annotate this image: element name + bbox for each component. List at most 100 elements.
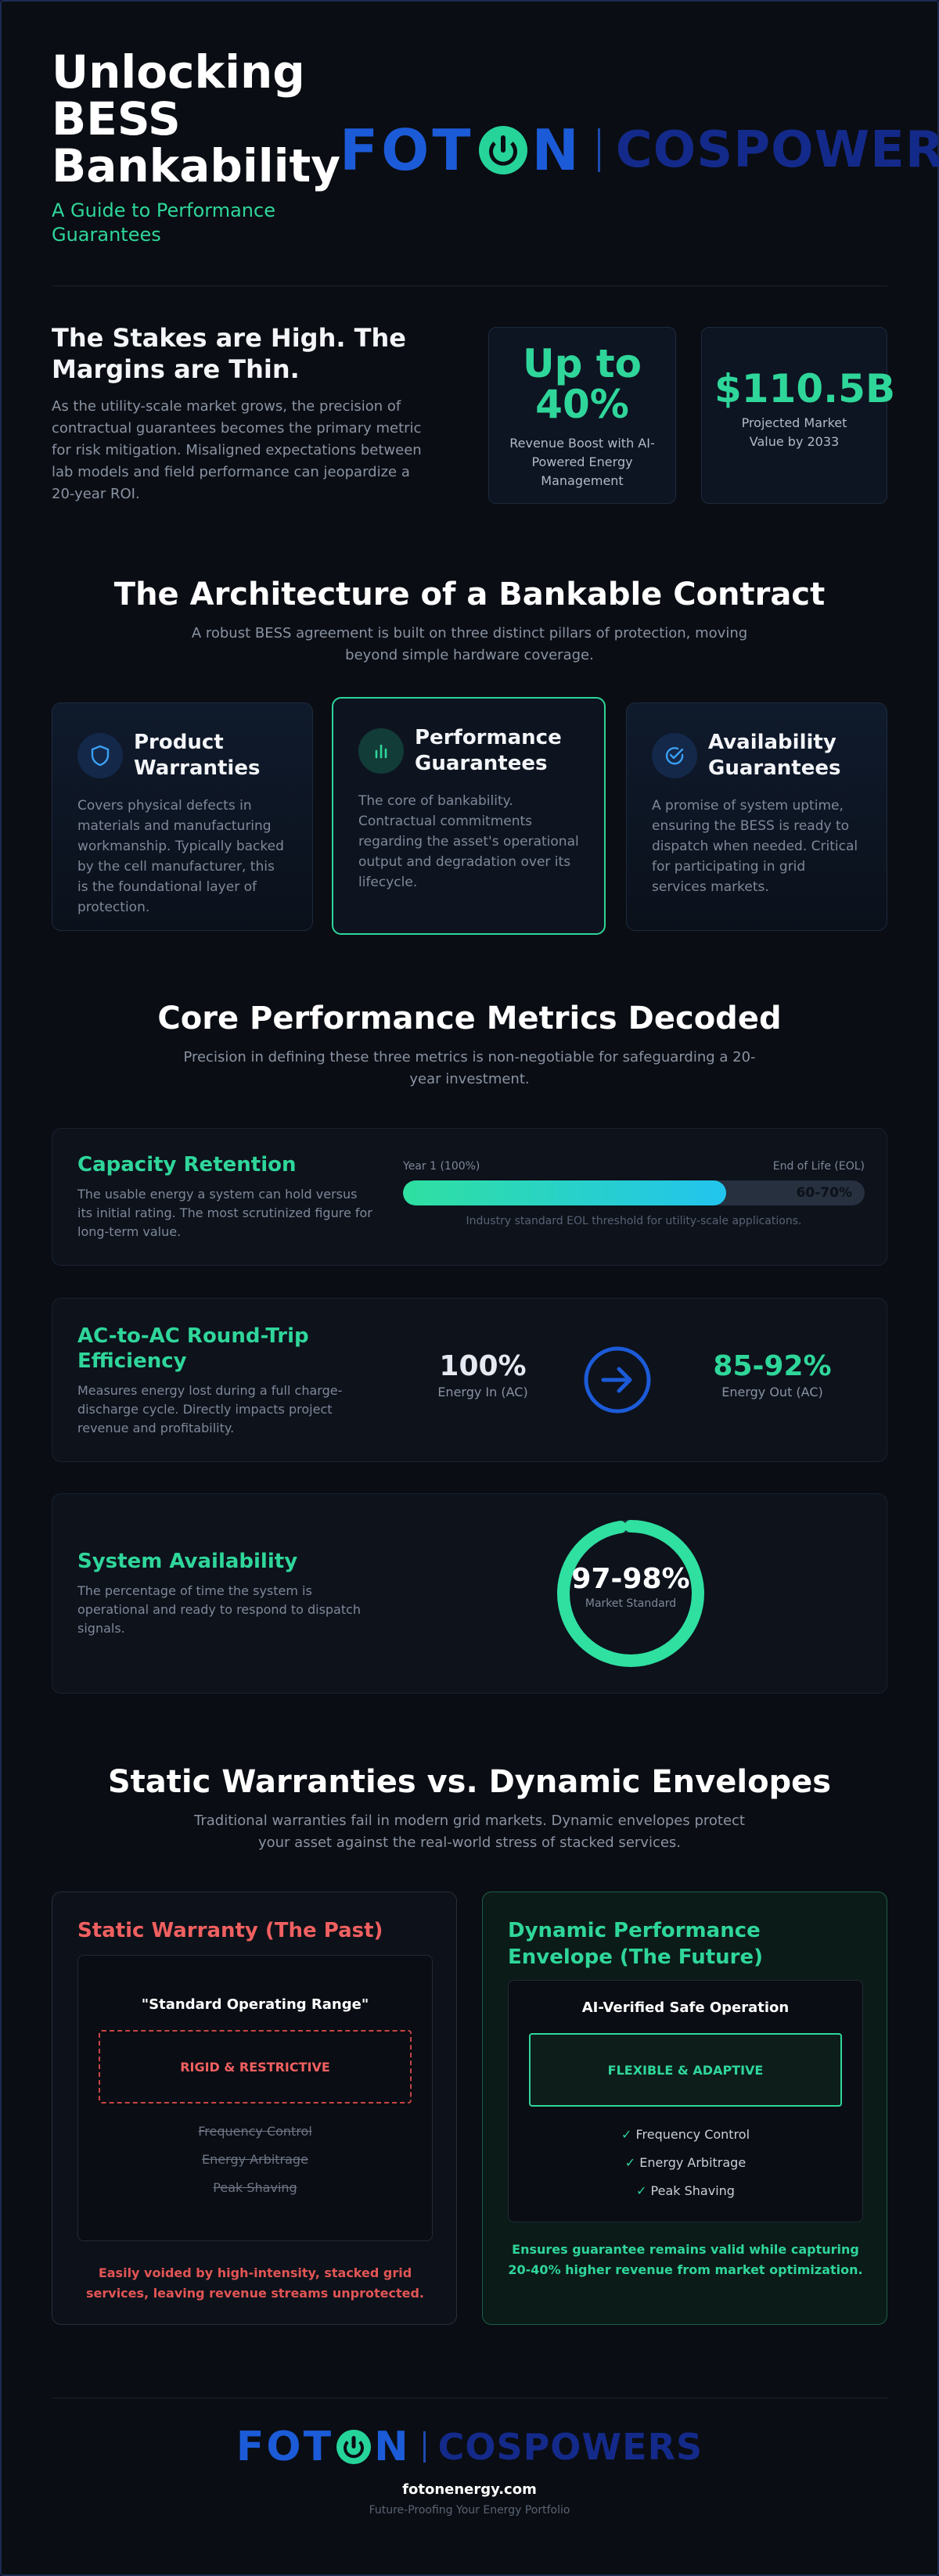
compare-header: Static Warranties vs. Dynamic Envelopes … <box>52 1763 887 1854</box>
list-item: Energy Arbitrage <box>202 2152 308 2167</box>
section-title: Static Warranties vs. Dynamic Envelopes <box>107 1764 832 1800</box>
list-item: Frequency Control <box>198 2124 312 2139</box>
shield-icon <box>77 733 123 778</box>
metric-system-availability: System Availability The percentage of ti… <box>52 1493 887 1694</box>
rigid-tag: RIGID & RESTRICTIVE <box>99 2030 412 2104</box>
section-subtitle: Traditional warranties fail in modern gr… <box>194 1813 745 1851</box>
dynamic-envelope-card: Dynamic Performance Envelope (The Future… <box>482 1892 887 2325</box>
metric-capacity-retention: Capacity Retention The usable energy a s… <box>52 1128 887 1266</box>
energy-out: 85-92% Energy Out (AC) <box>694 1350 851 1399</box>
section-title: The Architecture of a Bankable Contract <box>113 577 826 613</box>
pillar-title: Product Warranties <box>134 731 261 780</box>
bar-fill <box>403 1180 726 1205</box>
bar-note: Industry standard EOL threshold for util… <box>466 1215 802 1227</box>
stat-label: Revenue Boost with AI-Powered Energy Man… <box>509 436 655 488</box>
architecture-header: The Architecture of a Bankable Contract … <box>52 576 887 666</box>
metric-title: System Availability <box>77 1550 298 1573</box>
availability-value: 97-98% <box>571 1563 690 1595</box>
bar-start-label: Year 1 (100%) <box>403 1160 480 1173</box>
pillar-performance-guarantees: Performance Guarantees The core of banka… <box>332 697 606 935</box>
pillar-body: The core of bankability. Contractual com… <box>358 793 579 890</box>
flexible-tag: FLEXIBLE & ADAPTIVE <box>529 2033 842 2107</box>
hero-section: Unlocking BESS Bankability A Guide to Pe… <box>52 45 939 260</box>
stakes-body: As the utility-scale market grows, the p… <box>52 398 422 502</box>
infographic-page: Unlocking BESS Bankability A Guide to Pe… <box>52 0 939 2576</box>
static-range-box: "Standard Operating Range" RIGID & RESTR… <box>77 1955 433 2241</box>
list-item-label: Energy Arbitrage <box>639 2155 747 2170</box>
energy-in-label: Energy In (AC) <box>437 1385 528 1399</box>
cospowers-logo: COSPOWERS <box>615 121 939 179</box>
list-item-label: Peak Shaving <box>650 2183 735 2198</box>
stakes-section: The Stakes are High. The Margins are Thi… <box>52 322 896 504</box>
metric-desc: The percentage of time the system is ope… <box>77 1583 362 1636</box>
power-icon <box>478 126 527 174</box>
availability-label: Market Standard <box>585 1597 677 1610</box>
dynamic-services-list: ✓ Frequency Control ✓ Energy Arbitrage ✓… <box>509 2121 862 2205</box>
section-subtitle: A robust BESS agreement is built on thre… <box>191 625 748 663</box>
foton-logo-text-a: FOT <box>340 117 474 183</box>
inner-heading: "Standard Operating Range" <box>141 1996 369 2013</box>
footer-url-link[interactable]: fotonenergy.com <box>402 2481 537 2498</box>
capacity-bar: Year 1 (100%) End of Life (EOL) 60-70% I… <box>403 1160 865 1227</box>
list-item: ✓ Frequency Control <box>509 2121 862 2149</box>
list-item: ✓ Peak Shaving <box>509 2177 862 2205</box>
foton-logo: FOT N <box>236 2423 411 2470</box>
foton-logo: FOT N <box>340 117 582 183</box>
foton-logo-text-a: FOT <box>236 2423 334 2470</box>
pillar-body: Covers physical defects in materials and… <box>77 798 284 915</box>
stakes-title: The Stakes are High. The Margins are Thi… <box>52 323 406 384</box>
section-title: Core Performance Metrics Decoded <box>157 1001 782 1037</box>
arrow-right-icon <box>583 1345 652 1417</box>
static-services-list: Frequency Control Energy Arbitrage Peak … <box>78 2118 432 2202</box>
pillar-title: Availability Guarantees <box>708 731 841 780</box>
compare-title: Dynamic Performance Envelope (The Future… <box>508 1919 763 1969</box>
foton-logo-text-b: N <box>374 2423 411 2470</box>
logo-divider <box>597 128 600 172</box>
bar-eol-value: 60-70% <box>796 1185 852 1201</box>
energy-in: 100% Energy In (AC) <box>405 1350 561 1399</box>
stat-card-market: $110.5B Projected Market Value by 2033 <box>701 327 896 504</box>
section-subtitle: Precision in defining these three metric… <box>183 1049 756 1087</box>
power-icon <box>336 2430 372 2464</box>
check-circle-icon <box>652 733 697 778</box>
footer-logo: FOT N COSPOWERS <box>52 2423 887 2470</box>
metric-title: Capacity Retention <box>77 1153 297 1177</box>
hero-title: Unlocking BESS Bankability <box>52 45 341 192</box>
check-icon: ✓ <box>636 2183 647 2198</box>
list-item: Peak Shaving <box>213 2180 297 2195</box>
static-warranty-card: Static Warranty (The Past) "Standard Ope… <box>52 1892 457 2325</box>
stat-value: $110.5B <box>714 366 896 411</box>
inner-heading: AI-Verified Safe Operation <box>581 1999 790 2016</box>
availability-ring: 97-98% Market Standard <box>556 1519 705 1668</box>
stat-value: Up to 40% <box>522 341 642 427</box>
list-item: ✓ Energy Arbitrage <box>509 2149 862 2177</box>
foton-logo-text-b: N <box>531 117 582 183</box>
pillar-availability-guarantees: Availability Guarantees A promise of sys… <box>626 702 887 931</box>
metrics-header: Core Performance Metrics Decoded Precisi… <box>52 1000 887 1090</box>
bar-track: 60-70% <box>403 1180 865 1205</box>
stat-label: Projected Market Value by 2033 <box>741 415 847 449</box>
check-icon: ✓ <box>624 2155 636 2170</box>
logo-divider <box>423 2431 426 2463</box>
hero-subtitle: A Guide to Performance Guarantees <box>52 199 275 246</box>
footer: FOT N COSPOWERS fotonenergy.com Future-P… <box>52 2423 887 2517</box>
energy-in-value: 100% <box>439 1350 527 1382</box>
dynamic-range-box: AI-Verified Safe Operation FLEXIBLE & AD… <box>508 1980 863 2222</box>
footer-tagline: Future-Proofing Your Energy Portfolio <box>369 2504 570 2517</box>
stat-card-revenue: Up to 40% Revenue Boost with AI-Powered … <box>488 327 676 504</box>
brand-logo: FOT N COSPOWERS <box>340 117 939 183</box>
metric-desc: Measures energy lost during a full charg… <box>77 1383 343 1435</box>
check-icon: ✓ <box>621 2127 632 2142</box>
metric-round-trip-efficiency: AC-to-AC Round-Trip Efficiency Measures … <box>52 1298 887 1462</box>
pillar-body: A promise of system uptime, ensuring the… <box>652 798 858 895</box>
bar-end-label: End of Life (EOL) <box>772 1160 865 1173</box>
energy-out-label: Energy Out (AC) <box>721 1385 823 1399</box>
pillar-product-warranties: Product Warranties Covers physical defec… <box>52 702 313 931</box>
compare-foot: Easily voided by high-intensity, stacked… <box>86 2265 424 2301</box>
metric-title: AC-to-AC Round-Trip Efficiency <box>77 1324 309 1373</box>
list-item-label: Frequency Control <box>635 2127 750 2142</box>
metric-desc: The usable energy a system can hold vers… <box>77 1187 372 1239</box>
energy-out-value: 85-92% <box>713 1350 832 1382</box>
pillar-title: Performance Guarantees <box>415 726 562 775</box>
bar-chart-icon <box>358 728 404 774</box>
